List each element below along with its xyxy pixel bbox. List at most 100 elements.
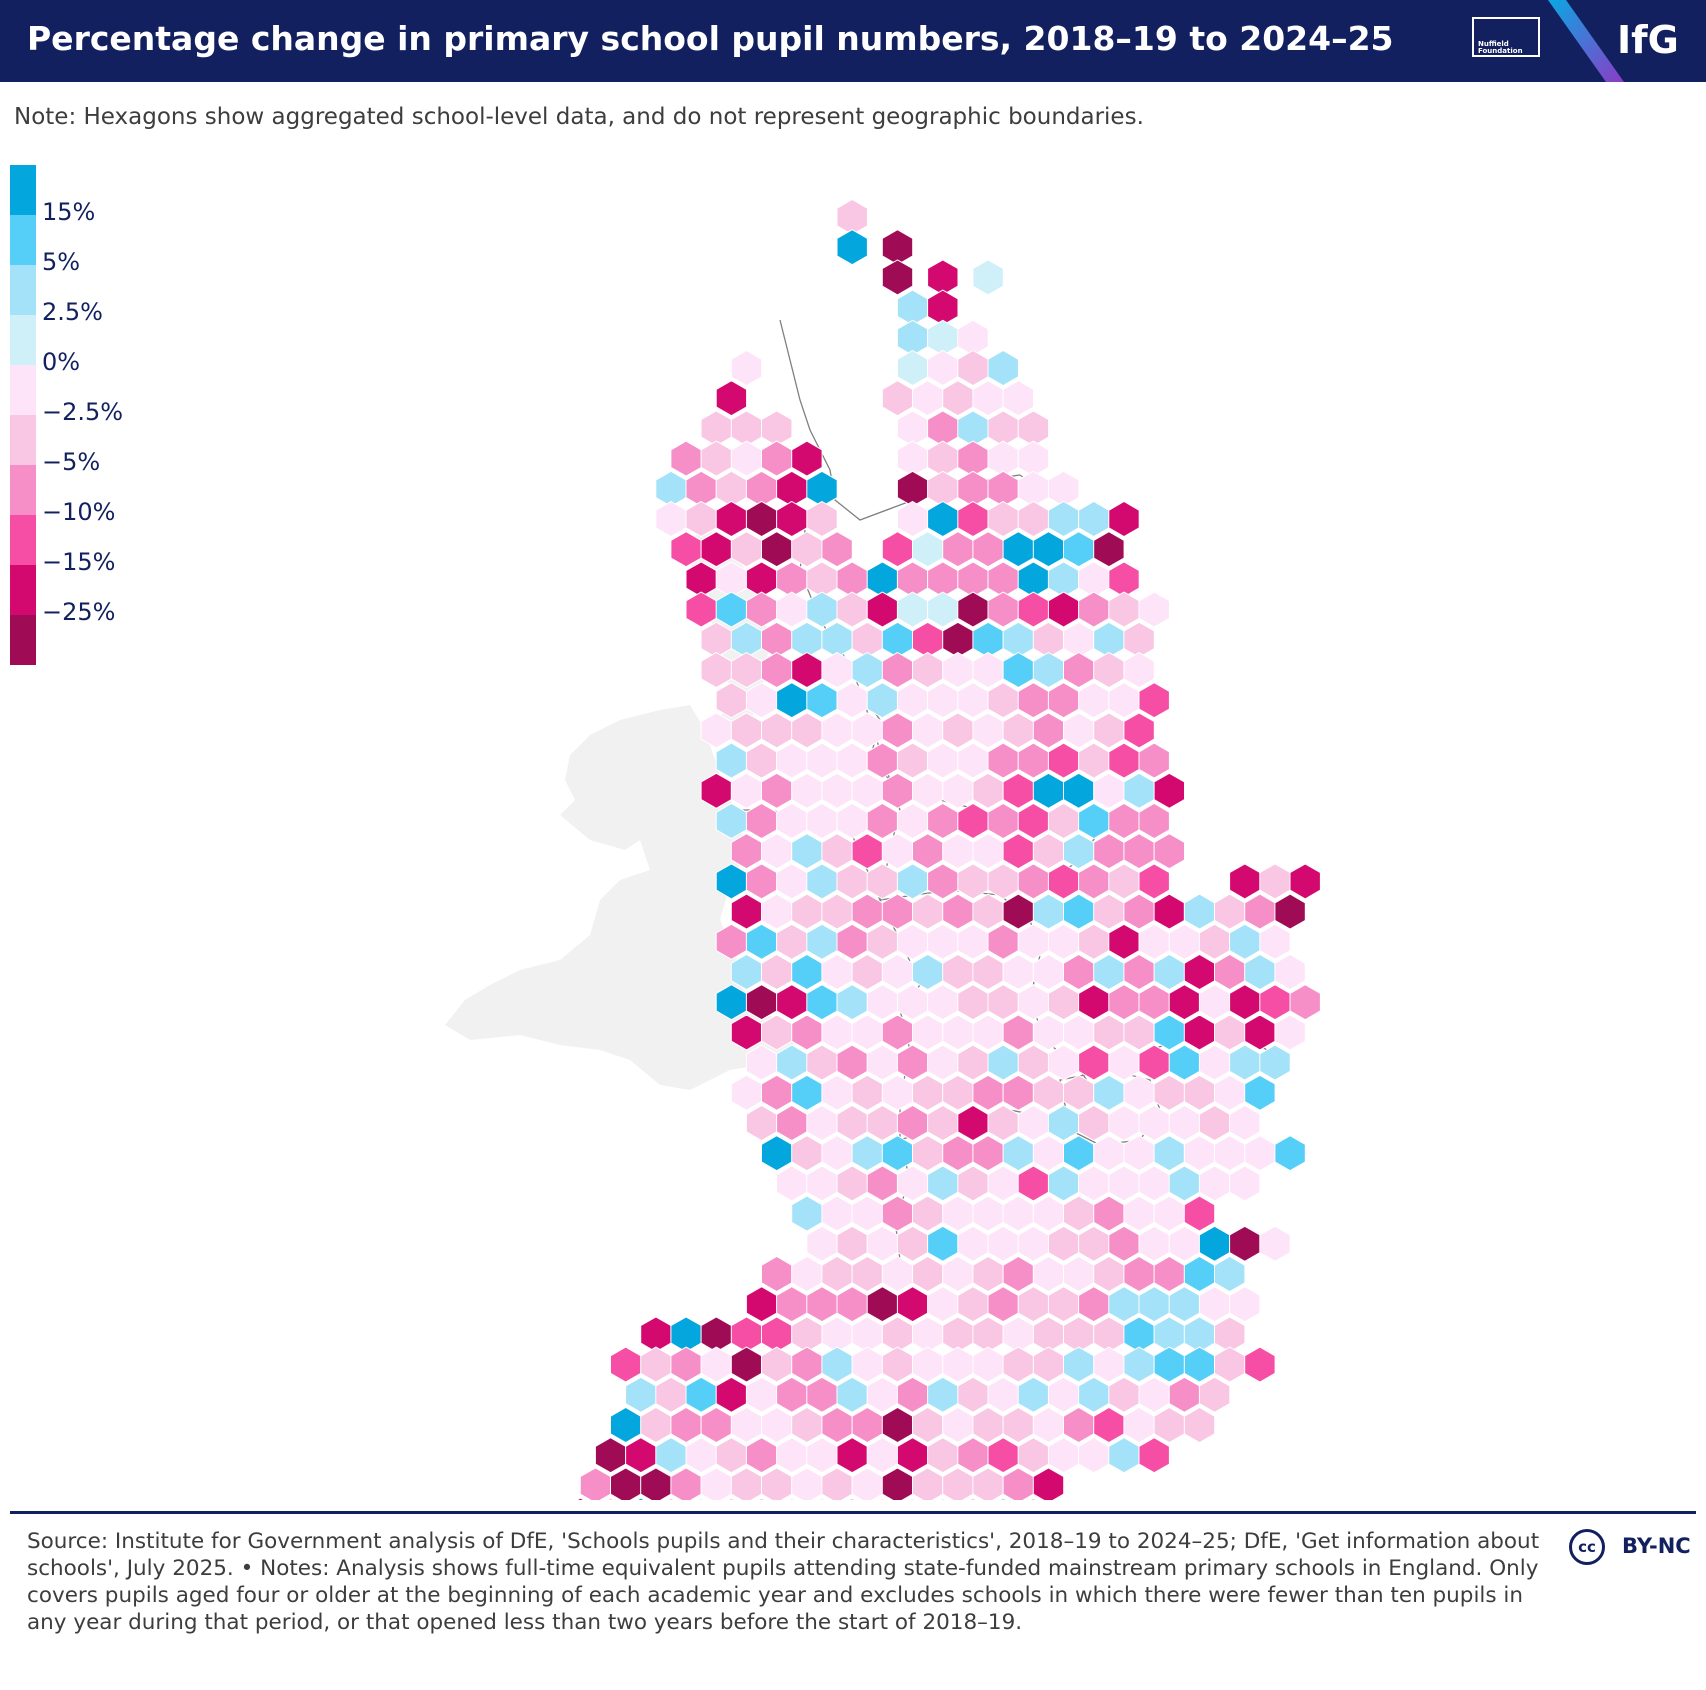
hex-cell: [1214, 953, 1246, 991]
hex-cell: [927, 923, 959, 960]
hex-cell: [1078, 500, 1110, 538]
hex-cell: [1093, 1406, 1125, 1444]
hex-cell: [761, 833, 793, 870]
hex-cell: [972, 712, 1004, 749]
hex-cell: [806, 500, 838, 538]
hex-cell: [1198, 1376, 1231, 1413]
hex-cell: [881, 380, 914, 417]
hex-cell: [912, 1135, 944, 1172]
hex-cell: [1138, 1376, 1170, 1413]
hex-cell: [1017, 500, 1050, 538]
hex-cell: [1047, 591, 1080, 628]
hex-cell: [1032, 651, 1065, 689]
hex-cell: [821, 772, 853, 809]
hex-cell: [1274, 1135, 1306, 1172]
hex-cell: [1002, 772, 1034, 809]
hex-cell: [776, 863, 808, 900]
hex-cell: [957, 1044, 989, 1081]
hex-cell: [942, 893, 974, 930]
hex-cell: [1123, 712, 1155, 749]
hex-cell: [1214, 1074, 1246, 1111]
hex-cell: [655, 1376, 687, 1413]
hex-cell: [636, 1497, 646, 1500]
hex-cell: [972, 259, 1004, 296]
hex-cell: [927, 349, 959, 387]
hex-cell: [776, 1104, 808, 1142]
hex-cell: [1078, 1225, 1110, 1262]
hex-cell: [942, 953, 974, 991]
hex-cell: [896, 349, 929, 387]
hex-cell: [881, 1074, 914, 1111]
hex-cell: [821, 953, 853, 991]
hex-cell: [1123, 651, 1155, 689]
legend-swatch: [10, 565, 36, 615]
hex-cell: [1047, 500, 1080, 538]
hex-cell: [942, 531, 974, 568]
hex-cell: [957, 349, 989, 387]
legend-swatch: [10, 165, 36, 215]
hex-cell: [1198, 923, 1231, 960]
hex-cell: [1093, 651, 1125, 689]
hex-cell: [1108, 1376, 1140, 1413]
hex-cell: [625, 1437, 657, 1474]
hex-cell: [1047, 742, 1080, 779]
hex-cell: [1063, 953, 1095, 991]
hex-cell: [1078, 923, 1110, 960]
hex-cell: [1123, 833, 1155, 870]
hex-cell: [640, 1467, 672, 1500]
legend-swatch: [10, 215, 36, 265]
hex-cell: [987, 1225, 1019, 1262]
hex-cell: [806, 1104, 838, 1142]
hex-cell: [745, 1104, 778, 1142]
hex-cell: [730, 893, 763, 930]
hex-cell: [847, 1497, 857, 1500]
hex-cell: [1017, 591, 1050, 628]
hex-cell: [1047, 1104, 1080, 1142]
hex-cell: [896, 1044, 929, 1081]
hex-cell: [1017, 923, 1050, 960]
hex-cell: [1047, 984, 1080, 1021]
hex-cell: [776, 1437, 808, 1474]
hex-cell: [745, 863, 778, 900]
hex-cell: [881, 1467, 914, 1500]
hex-cell: [1168, 984, 1201, 1021]
hex-cell: [836, 1376, 868, 1413]
hex-cell: [1032, 953, 1065, 991]
hex-cell: [1153, 772, 1185, 809]
hex-cell: [1108, 682, 1140, 719]
hex-cell: [927, 802, 959, 840]
hex-cell: [806, 1437, 838, 1474]
hex-cell: [912, 651, 944, 689]
hex-cell: [1078, 1104, 1110, 1142]
hex-cell: [1183, 1135, 1216, 1172]
hex-cell: [791, 953, 823, 991]
hex-cell: [972, 531, 1004, 568]
hex-cell: [1063, 1074, 1095, 1111]
hex-cell: [1078, 984, 1110, 1021]
hex-cell: [1047, 1044, 1080, 1081]
hex-cell: [912, 1195, 944, 1232]
hex-cell: [806, 1165, 838, 1202]
hex-cell: [1032, 1346, 1065, 1383]
hex-cell: [836, 1437, 868, 1474]
hex-cell: [851, 1135, 883, 1172]
hex-cell: [866, 984, 899, 1021]
hex-cell: [912, 1346, 944, 1383]
hex-cell: [1153, 893, 1185, 930]
hex-cell: [791, 1014, 823, 1051]
hex-cell: [776, 802, 808, 840]
hex-cell: [791, 1135, 823, 1172]
hex-cell: [1108, 1225, 1140, 1262]
hex-cell: [881, 953, 914, 991]
legend-label: 0%: [42, 348, 81, 376]
hex-cell: [1274, 893, 1306, 930]
hex-cell: [896, 1225, 929, 1262]
hex-cell: [745, 923, 778, 960]
hex-cell: [1002, 1014, 1034, 1051]
hex-map: [445, 198, 1321, 1500]
hex-cell: [836, 742, 868, 779]
hex-cell: [730, 1346, 763, 1383]
legend-swatch: [10, 515, 36, 565]
hex-cell: [866, 923, 899, 960]
hex-cell: [987, 923, 1019, 960]
